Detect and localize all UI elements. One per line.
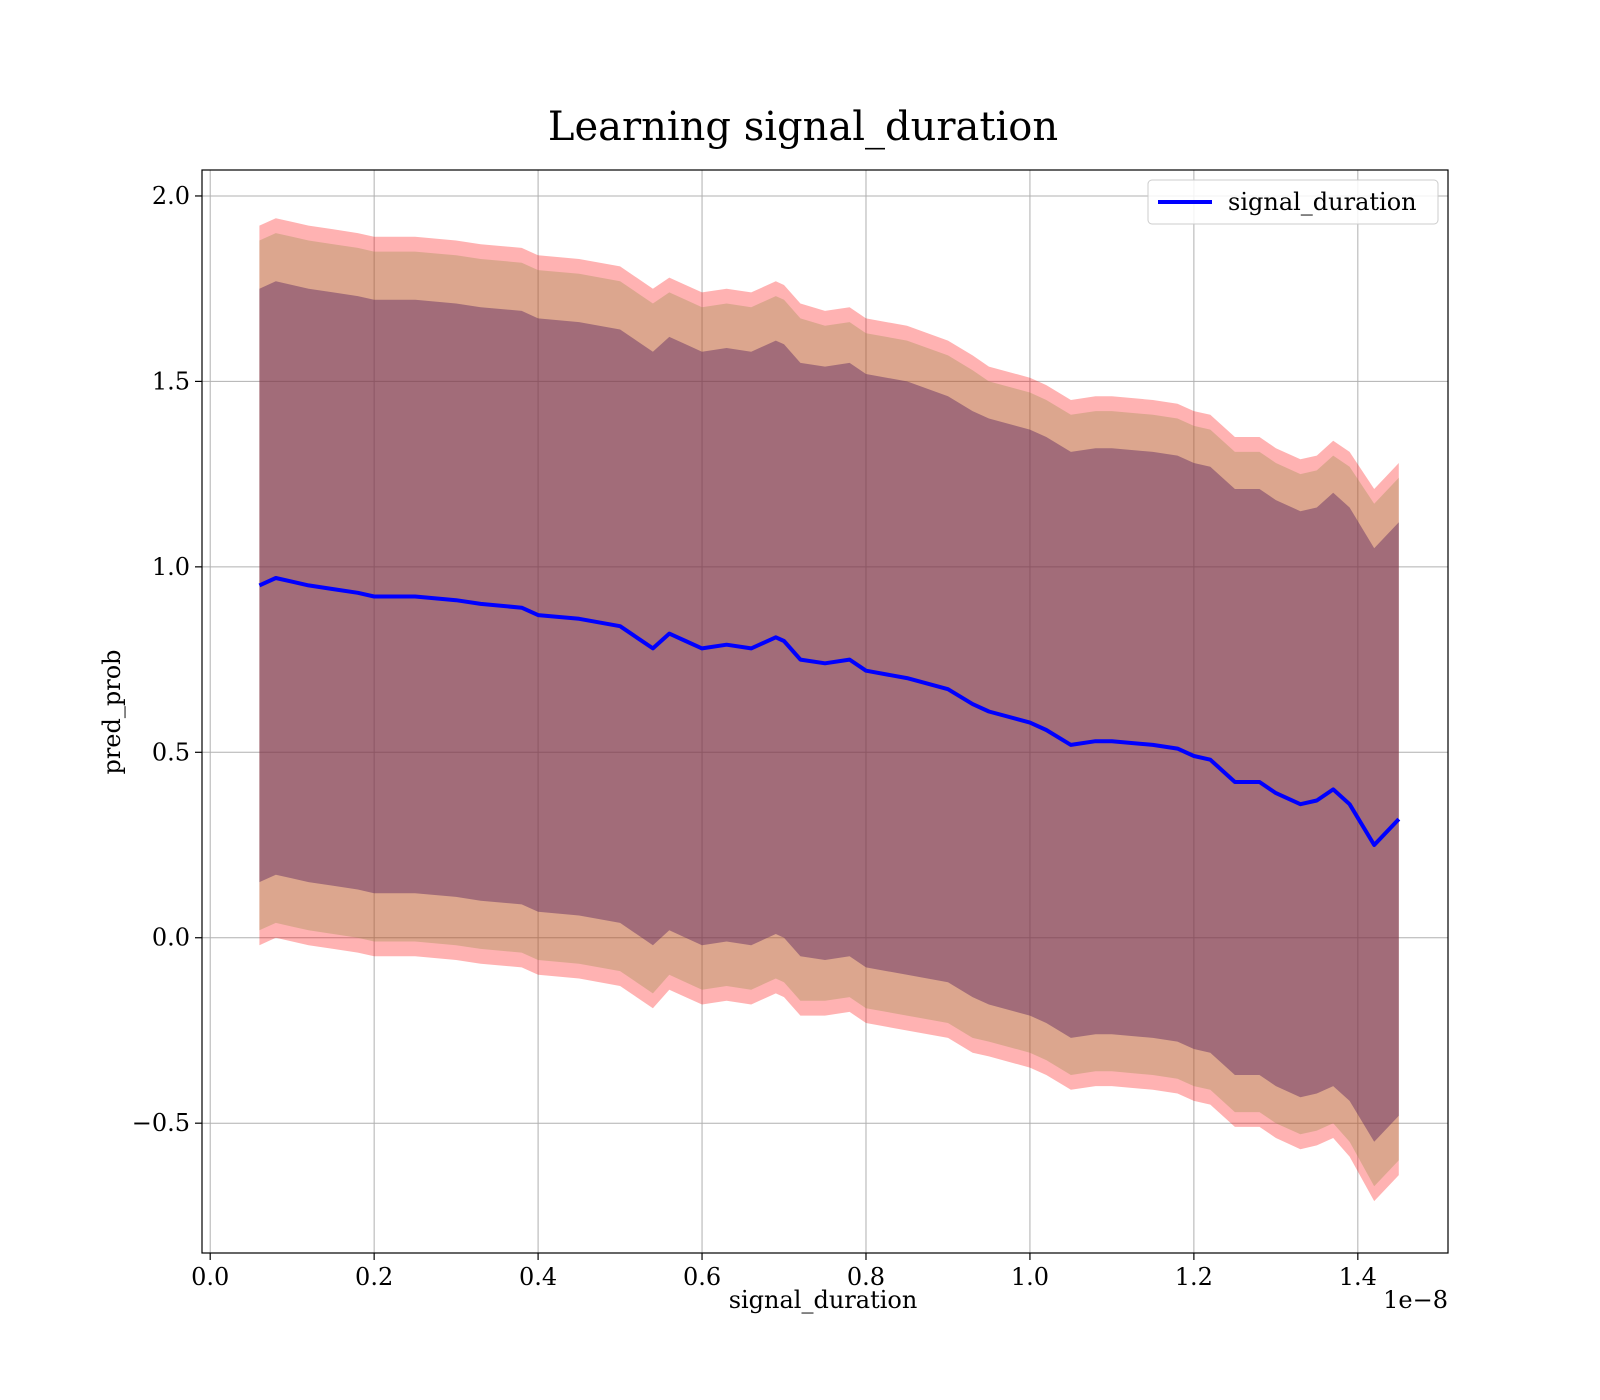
x-tick-label: 1.0 bbox=[1011, 1263, 1049, 1291]
y-tick-label: 0.5 bbox=[152, 738, 190, 766]
x-axis-offset-text: 1e−8 bbox=[1383, 1286, 1448, 1314]
y-tick-label: 2.0 bbox=[152, 182, 190, 210]
y-tick-label: 0.0 bbox=[152, 924, 190, 952]
band-2 bbox=[259, 281, 1399, 1142]
x-tick-label: 0.0 bbox=[191, 1263, 229, 1291]
y-tick-label: −0.5 bbox=[132, 1109, 190, 1137]
x-tick-label: 0.4 bbox=[519, 1263, 557, 1291]
x-tick-label: 0.2 bbox=[355, 1263, 393, 1291]
y-tick-label: 1.0 bbox=[152, 553, 190, 581]
y-axis-label: pred_prob bbox=[98, 649, 126, 774]
plot-frame bbox=[201, 169, 1449, 1254]
legend-label: signal_duration bbox=[1228, 188, 1417, 216]
band-0 bbox=[259, 218, 1399, 1202]
chart-title: Learning signal_duration bbox=[548, 104, 1058, 150]
x-tick-label: 0.6 bbox=[683, 1263, 721, 1291]
plot-area: 0.0 0.2 0.4 0.6 0.8 1.0 1.2 1.4 −0.5 0.0 0.5 1.0 1.5… bbox=[132, 169, 1449, 1291]
legend-box bbox=[1147, 179, 1439, 225]
band-1 bbox=[259, 233, 1399, 1187]
x-tick-label: 1.4 bbox=[1339, 1263, 1377, 1291]
x-tick-label: 1.2 bbox=[1175, 1263, 1213, 1291]
y-tick-label: 1.5 bbox=[152, 367, 190, 395]
x-tick-label: 0.8 bbox=[847, 1263, 885, 1291]
series-line-0 bbox=[258, 576, 1401, 847]
x-axis-label: signal_duration bbox=[729, 1286, 918, 1314]
